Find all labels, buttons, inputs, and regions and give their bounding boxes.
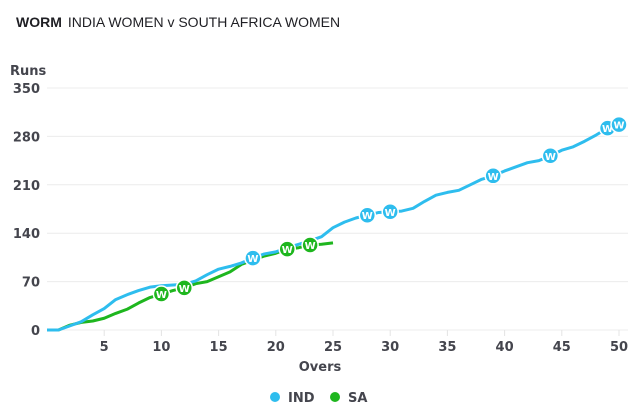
x-tick-label: 10	[152, 340, 170, 355]
legend-label-ind: IND	[288, 391, 315, 406]
x-tick-label: 25	[324, 340, 342, 355]
x-axis-label: Overs	[299, 360, 342, 375]
wicket-marker-ind	[610, 115, 628, 134]
y-tick-label: 210	[13, 179, 40, 194]
y-tick-label: 0	[31, 324, 40, 339]
wicket-marker-ind	[358, 206, 377, 224]
wicket-marker-ind	[484, 167, 502, 185]
wicket-marker-label: W	[545, 152, 556, 163]
wicket-marker-label: W	[488, 172, 499, 183]
wicket-marker-label: W	[305, 241, 316, 252]
match-title: INDIA WOMEN v SOUTH AFRICA WOMEN	[67, 14, 341, 30]
legend-swatch-ind	[270, 392, 280, 402]
wicket-marker-sa	[152, 285, 171, 303]
wicket-marker-sa	[301, 236, 319, 254]
x-tick-label: 45	[553, 340, 571, 355]
wicket-marker-label: W	[362, 211, 373, 222]
y-axis-label: Runs	[10, 64, 47, 79]
wicket-marker-ind	[244, 249, 262, 267]
wicket-marker-sa	[278, 240, 296, 258]
wicket-marker-label: W	[613, 121, 624, 132]
y-tick-label: 70	[22, 276, 40, 291]
wicket-marker-label: W	[179, 284, 190, 295]
x-tick-label: 50	[610, 340, 628, 355]
legend-swatch-sa	[330, 392, 340, 402]
x-tick-label: 15	[210, 340, 228, 355]
wicket-marker-label: W	[385, 208, 396, 219]
y-tick-label: 280	[13, 130, 40, 145]
x-tick-label: 5	[100, 340, 109, 355]
wicket-marker-label: W	[156, 290, 167, 301]
x-tick-label: 30	[381, 340, 399, 355]
legend-label-sa: SA	[348, 391, 367, 406]
chart-title: WORM INDIA WOMEN v SOUTH AFRICA WOMEN	[16, 14, 340, 30]
wicket-marker-ind	[541, 147, 560, 165]
x-tick-label: 35	[438, 340, 456, 355]
series-line-ind	[47, 123, 620, 332]
wicket-marker-label: W	[247, 254, 258, 265]
wicket-marker-label: W	[602, 124, 613, 135]
y-tick-label: 350	[13, 82, 40, 97]
worm-label: WORM	[16, 14, 62, 30]
y-tick-label: 140	[13, 227, 40, 242]
x-tick-label: 20	[267, 340, 285, 355]
x-tick-label: 40	[496, 340, 514, 355]
wicket-marker-ind	[381, 203, 399, 221]
wicket-marker-sa	[175, 279, 194, 297]
wicket-marker-label: W	[282, 245, 293, 256]
